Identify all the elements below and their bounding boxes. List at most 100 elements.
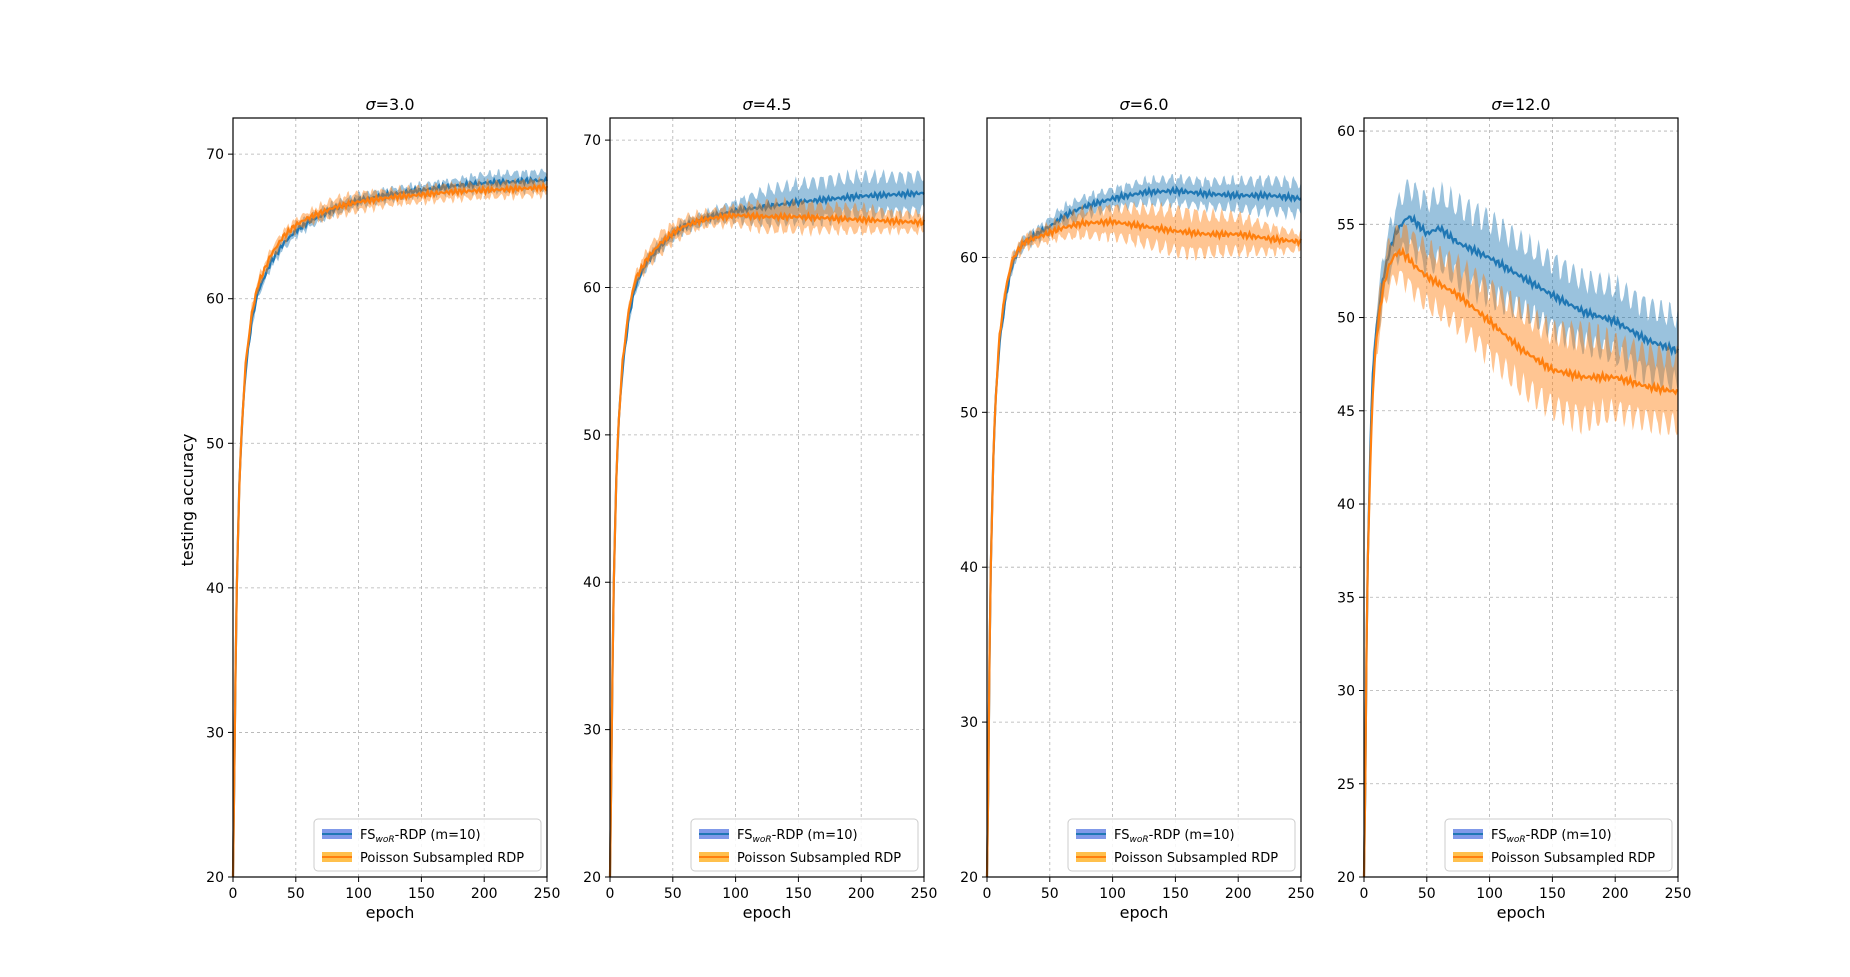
- panel-4: 0 50 100 150 200 250 20 25 30 35 40 45 50 55 60 epoch σ=…: [1337, 95, 1691, 922]
- x-tick-label: 0: [983, 886, 992, 902]
- y-tick-label: 40: [1337, 497, 1355, 513]
- confidence-band-fs: [987, 174, 1301, 877]
- legend-label-poisson: Poisson Subsampled RDP: [1114, 851, 1278, 866]
- axes-frame: [1363, 117, 1679, 878]
- y-tick-label: 50: [960, 405, 978, 421]
- x-axis-label: epoch: [1497, 903, 1546, 922]
- series-line-poisson: [608, 209, 926, 878]
- series-line-fs: [608, 187, 925, 878]
- y-tick-label: 30: [583, 723, 601, 739]
- x-axis-label: epoch: [743, 903, 792, 922]
- x-tick-label: 100: [1099, 886, 1126, 902]
- series-line-fs: [985, 185, 1302, 878]
- y-tick-label: 45: [1337, 404, 1355, 420]
- legend: FSwoR-RDP (m=10) Poisson Subsampled RDP: [1067, 818, 1296, 872]
- x-tick-label: 200: [1602, 886, 1629, 902]
- sigma-symbol: σ: [1120, 95, 1131, 114]
- x-tick-label: 200: [848, 886, 875, 902]
- y-tick-label: 20: [583, 870, 601, 886]
- legend-label-poisson: Poisson Subsampled RDP: [1491, 851, 1655, 866]
- legend: FSwoR-RDP (m=10) Poisson Subsampled RDP: [690, 818, 919, 872]
- axes-frame: [986, 117, 1302, 878]
- panels-group: 0 50 100 150 200 250203040506070epochσ=3.0FSw…: [206, 95, 1691, 922]
- y-tick-label: 30: [206, 725, 224, 741]
- confidence-band-poisson: [610, 196, 924, 877]
- x-tick-label: 50: [287, 886, 305, 902]
- legend-label-fs: FSwoR-RDP (m=10): [1114, 828, 1235, 845]
- confidence-band-fs: [1364, 179, 1678, 877]
- y-tick-label: 60: [206, 292, 224, 308]
- panel-title: σ=4.5: [743, 95, 792, 114]
- y-tick-label: 50: [583, 428, 601, 444]
- y-tick-label: 25: [1337, 777, 1355, 793]
- x-tick-label: 200: [471, 886, 498, 902]
- x-axis-label: epoch: [366, 903, 415, 922]
- y-tick-label: 20: [960, 870, 978, 886]
- axes-frame: [232, 117, 548, 878]
- x-tick-label: 150: [408, 886, 435, 902]
- panel-1: 0 50 100 150 200 250 20 30 40 50 60 70 epoch σ=3.0 FSw…: [206, 95, 560, 922]
- legend-label-poisson: Poisson Subsampled RDP: [737, 851, 901, 866]
- series-line-poisson: [985, 215, 1302, 878]
- legend-label-fs: FSwoR-RDP (m=10): [360, 828, 481, 845]
- confidence-band-poisson: [1364, 222, 1678, 878]
- y-tick-label: 70: [206, 147, 224, 163]
- y-tick-label: 60: [1337, 124, 1355, 140]
- panel-3: 0 50 100 150 200 250 20 30 40 50 60 epoch σ=6.0 FSwoR…: [960, 95, 1314, 922]
- x-tick-label: 50: [1041, 886, 1059, 902]
- y-tick-label: 35: [1337, 590, 1355, 606]
- panel-title: σ=6.0: [1120, 95, 1169, 114]
- series-line-fs: [231, 175, 548, 878]
- x-tick-label: 150: [1162, 886, 1189, 902]
- y-tick-label: 70: [583, 133, 601, 149]
- sigma-value: =3.0: [376, 95, 415, 114]
- series-line-poisson: [231, 181, 549, 878]
- x-tick-label: 250: [1665, 886, 1692, 902]
- x-tick-label: 250: [1288, 886, 1315, 902]
- confidence-band-poisson: [233, 176, 547, 878]
- y-tick-label: 30: [960, 715, 978, 731]
- y-tick-label: 20: [206, 870, 224, 886]
- x-tick-label: 200: [1225, 886, 1252, 902]
- sigma-symbol: σ: [743, 95, 754, 114]
- y-tick-label: 60: [583, 280, 601, 296]
- axes-frame: [609, 117, 925, 878]
- legend-label-fs: FSwoR-RDP (m=10): [1491, 828, 1612, 845]
- panel-title: σ=3.0: [366, 95, 415, 114]
- x-tick-label: 100: [345, 886, 372, 902]
- legend-label-poisson: Poisson Subsampled RDP: [360, 851, 524, 866]
- x-axis-label: epoch: [1120, 903, 1169, 922]
- y-tick-label: 50: [1337, 311, 1355, 327]
- x-tick-label: 250: [534, 886, 561, 902]
- y-axis-label: testing accuracy: [178, 434, 197, 567]
- sigma-value: =12.0: [1502, 95, 1551, 114]
- legend: FSwoR-RDP (m=10) Poisson Subsampled RDP: [1444, 818, 1673, 872]
- x-tick-label: 50: [664, 886, 682, 902]
- y-tick-label: 50: [206, 436, 224, 452]
- confidence-band-poisson: [987, 200, 1301, 877]
- x-tick-label: 250: [911, 886, 938, 902]
- panel-2: 0 50 100 150 200 250 20 30 40 50 60 70 epoch σ=4.5 FSw…: [583, 95, 937, 922]
- x-tick-label: 150: [785, 886, 812, 902]
- series-line-fs: [1362, 213, 1680, 878]
- confidence-band-fs: [233, 168, 547, 877]
- x-tick-label: 100: [722, 886, 749, 902]
- legend: FSwoR-RDP (m=10) Poisson Subsampled RDP: [313, 818, 542, 872]
- y-tick-label: 55: [1337, 217, 1355, 233]
- legend-box: [690, 818, 919, 872]
- confidence-band-fs: [610, 168, 924, 877]
- x-tick-label: 0: [1360, 886, 1369, 902]
- legend-box: [313, 818, 542, 872]
- panel-title: σ=12.0: [1491, 95, 1550, 114]
- sigma-symbol: σ: [366, 95, 377, 114]
- legend-box: [1067, 818, 1296, 872]
- y-tick-label: 40: [206, 581, 224, 597]
- sigma-symbol: σ: [1491, 95, 1502, 114]
- series-line-poisson: [1362, 246, 1679, 878]
- x-tick-label: 150: [1539, 886, 1566, 902]
- sigma-value: =4.5: [753, 95, 792, 114]
- y-tick-label: 40: [960, 560, 978, 576]
- y-tick-label: 40: [583, 575, 601, 591]
- x-tick-label: 0: [606, 886, 615, 902]
